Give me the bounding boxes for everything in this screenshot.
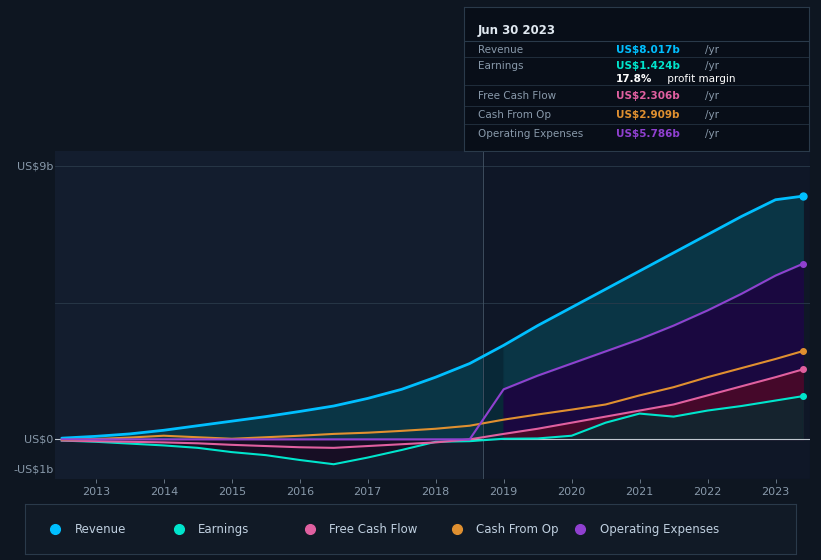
Text: US$2.909b: US$2.909b xyxy=(616,110,679,120)
Text: Cash From Op: Cash From Op xyxy=(478,110,551,120)
Text: US$0: US$0 xyxy=(25,435,53,445)
Text: US$1.424b: US$1.424b xyxy=(616,61,680,71)
Text: US$8.017b: US$8.017b xyxy=(616,45,680,55)
Text: US$5.786b: US$5.786b xyxy=(616,129,680,139)
Text: /yr: /yr xyxy=(705,61,719,71)
Text: Revenue: Revenue xyxy=(75,522,126,536)
Text: Free Cash Flow: Free Cash Flow xyxy=(329,522,418,536)
Text: profit margin: profit margin xyxy=(664,74,736,84)
Text: Earnings: Earnings xyxy=(199,522,250,536)
Text: Free Cash Flow: Free Cash Flow xyxy=(478,91,556,101)
Text: Revenue: Revenue xyxy=(478,45,523,55)
Bar xyxy=(484,151,810,479)
Text: /yr: /yr xyxy=(705,129,719,139)
Text: Operating Expenses: Operating Expenses xyxy=(478,129,583,139)
Text: 17.8%: 17.8% xyxy=(616,74,652,84)
Text: US$9b: US$9b xyxy=(17,161,53,171)
Text: /yr: /yr xyxy=(705,45,719,55)
Text: Jun 30 2023: Jun 30 2023 xyxy=(478,24,556,37)
Text: Operating Expenses: Operating Expenses xyxy=(599,522,719,536)
Text: /yr: /yr xyxy=(705,110,719,120)
Text: /yr: /yr xyxy=(705,91,719,101)
Text: -US$1b: -US$1b xyxy=(13,465,53,475)
Text: Cash From Op: Cash From Op xyxy=(476,522,558,536)
Text: Earnings: Earnings xyxy=(478,61,523,71)
Text: US$2.306b: US$2.306b xyxy=(616,91,679,101)
